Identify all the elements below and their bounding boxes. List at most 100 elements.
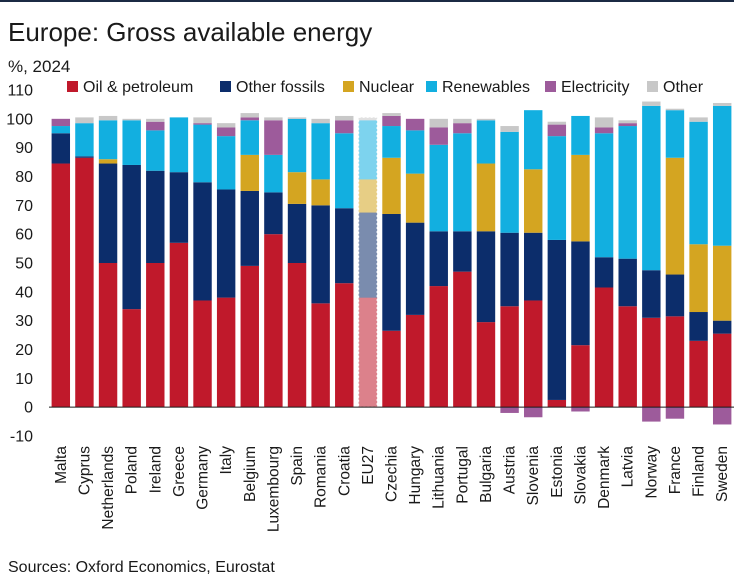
- bar-segment-renewables: [216, 136, 236, 190]
- bar-segment-renewables: [146, 130, 165, 171]
- bar-segment-electricity: [335, 120, 354, 134]
- bar-segment-other: [193, 117, 212, 124]
- y-tick-label: 110: [7, 83, 33, 100]
- bar-segment-fossils: [665, 274, 685, 317]
- x-tick-label: EU27: [360, 446, 377, 485]
- y-tick-label: 80: [15, 169, 33, 186]
- bar-segment-nuclear: [665, 157, 685, 275]
- bar-segment-electricity: [453, 123, 472, 134]
- bar-segment-electricity: [571, 407, 590, 412]
- bar-segment-fossils: [193, 182, 212, 301]
- x-tick-label: Luxembourg: [265, 446, 282, 532]
- x-tick-label: Belgium: [242, 446, 259, 502]
- x-tick-label: Netherlands: [100, 446, 117, 530]
- bar-segment-fossils: [216, 189, 236, 298]
- bar-segment-oil: [146, 263, 165, 408]
- legend-swatch-fossils: [220, 81, 231, 92]
- bar-segment-other: [665, 108, 685, 111]
- bar-segment-other: [98, 115, 118, 121]
- bar-segment-electricity: [618, 123, 637, 127]
- bar-segment-other: [287, 117, 307, 119]
- bar-segment-renewables: [547, 136, 567, 240]
- bar-segment-fossils: [146, 170, 165, 263]
- x-tick-label: Hungary: [407, 446, 424, 505]
- bar-segment-electricity: [264, 120, 283, 155]
- bar-segment-other: [146, 118, 165, 122]
- bar-segment-fossils: [51, 133, 71, 164]
- bar-segment-fossils: [287, 203, 307, 263]
- y-tick-label: 20: [15, 342, 33, 359]
- x-tick-label: Czechia: [384, 446, 401, 502]
- y-tick-label: 40: [15, 284, 33, 301]
- bar-segment-other: [264, 117, 283, 121]
- bar-segment-other: [335, 115, 354, 121]
- bar-segment-renewables: [571, 115, 590, 155]
- x-tick-label: Slovenia: [525, 446, 542, 506]
- bar-segment-oil: [453, 271, 472, 408]
- bar-segment-other: [547, 121, 567, 125]
- bar-segment-renewables: [122, 120, 141, 165]
- bar-segment-fossils: [382, 213, 401, 331]
- bar-hatch-overlay: [358, 179, 378, 213]
- bar-segment-oil: [429, 286, 448, 408]
- legend-label-electricity: Electricity: [561, 79, 629, 96]
- bar-segment-renewables: [618, 126, 637, 259]
- bar-segment-oil: [594, 287, 614, 408]
- x-tick-label: Norway: [643, 446, 660, 499]
- bar-segment-electricity: [193, 123, 212, 125]
- bar-segment-renewables: [51, 126, 71, 134]
- bar-segment-renewables: [642, 105, 661, 271]
- bar-segment-fossils: [547, 239, 567, 400]
- bar-segment-fossils: [335, 208, 354, 284]
- y-tick-label: -10: [10, 429, 33, 446]
- bar-segment-renewables: [169, 117, 189, 173]
- bar-segment-electricity: [146, 121, 165, 131]
- bar-segment-other: [618, 120, 637, 124]
- bar-segment-oil: [193, 300, 212, 408]
- bar-segment-fossils: [98, 163, 118, 263]
- bar-segment-electricity: [547, 124, 567, 137]
- bar-segment-renewables: [335, 133, 354, 209]
- bar-segment-nuclear: [311, 179, 330, 206]
- legend-label-oil: Oil & petroleum: [83, 79, 193, 96]
- bar-segment-electricity: [712, 407, 732, 425]
- x-tick-label: Portugal: [454, 446, 471, 504]
- x-tick-label: Latvia: [620, 446, 637, 488]
- bar-segment-other: [122, 118, 141, 121]
- legend-label-fossils: Other fossils: [236, 79, 325, 96]
- x-tick-label: Denmark: [596, 446, 613, 509]
- bar-segment-other: [689, 117, 708, 122]
- bar-segment-other: [240, 113, 259, 118]
- x-tick-label: Cyprus: [76, 446, 93, 495]
- x-tick-label: Germany: [195, 446, 212, 510]
- bar-segment-nuclear: [405, 173, 425, 223]
- bar-segment-oil: [524, 300, 543, 408]
- bar-segment-oil: [712, 333, 732, 408]
- bar-segment-renewables: [500, 131, 519, 233]
- top-rule: [0, 0, 734, 2]
- bar-segment-oil: [618, 306, 637, 408]
- legend-swatch-oil: [67, 81, 78, 92]
- legend-label-other: Other: [663, 79, 704, 96]
- x-tick-label: Sweden: [714, 446, 731, 502]
- legend-label-renewables: Renewables: [442, 79, 530, 96]
- chart-legend: Oil & petroleum Other fossils Nuclear Renew…: [67, 79, 704, 96]
- bar-segment-electricity: [429, 127, 448, 145]
- x-tick-label: Malta: [53, 446, 70, 484]
- x-tick-label: France: [667, 446, 684, 494]
- x-tick-label: Estonia: [549, 446, 566, 498]
- y-tick-label: 100: [6, 111, 33, 128]
- x-tick-label: Austria: [502, 446, 519, 495]
- bar-segment-other: [712, 102, 732, 106]
- x-tick-label: Lithuania: [431, 446, 448, 509]
- bar-segment-electricity: [51, 118, 71, 127]
- bar-segment-renewables: [98, 120, 118, 160]
- bar-segment-electricity: [594, 127, 614, 134]
- y-tick-label: 70: [15, 198, 33, 215]
- bar-segment-renewables: [476, 120, 496, 164]
- bar-segment-nuclear: [689, 244, 708, 313]
- bar-segment-electricity: [642, 407, 661, 422]
- bar-segment-other: [500, 126, 519, 132]
- bar-segment-other: [476, 118, 496, 121]
